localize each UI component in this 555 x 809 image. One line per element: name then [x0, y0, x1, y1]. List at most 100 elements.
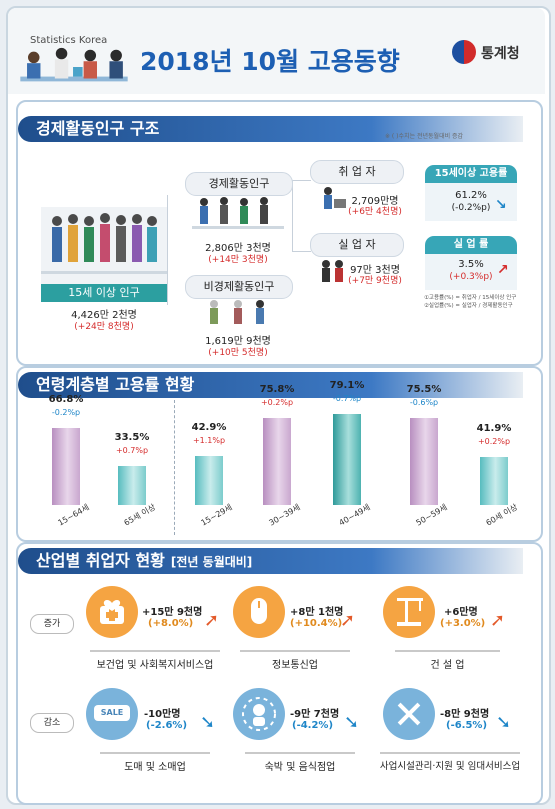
up-arrow-icon: ➚: [204, 610, 220, 631]
active-workers-icon: [192, 197, 284, 229]
construction-pct: (+3.0%): [440, 618, 486, 629]
business-support-pct: (-6.5%): [446, 720, 488, 731]
ict-pct: (+10.4%): [290, 618, 343, 629]
statistics-korea-logo: 통계청: [452, 40, 536, 66]
unemployment-rate-change: (+0.3%p): [449, 272, 493, 282]
age-bar-change: -0.7%p: [332, 394, 362, 404]
divider-line: [395, 650, 500, 652]
sale-tag-text: SALE: [94, 705, 130, 721]
population-change: (+24만 8천명): [74, 322, 134, 332]
business-support-change: -8만 9천명: [440, 709, 490, 720]
employment-rate-box: [425, 183, 517, 221]
population-value: 4,426만 2천명: [71, 310, 137, 321]
age-bar-value: 75.5%: [406, 384, 442, 396]
up-arrow-icon: ➚: [340, 610, 356, 631]
divider-line: [240, 650, 350, 652]
accommodation-pct: (-4.2%): [292, 720, 334, 731]
inactive-population-label: 비경제활동인구: [185, 275, 293, 299]
connector-line: [167, 195, 184, 305]
sale-tag-icon: SALE: [86, 688, 138, 740]
unemployment-rate-label: 실 업 률: [425, 236, 517, 254]
structure-section-title: 경제활동인구 구조: [18, 116, 523, 142]
population-illustration: [41, 207, 167, 284]
age-bar-value: 66.8%: [48, 394, 84, 406]
healthcare-name: 보건업 및 사회복지서비스업: [96, 660, 214, 671]
wholesale-pct: (-2.6%): [146, 720, 188, 731]
age-bar: [52, 428, 80, 505]
inactive-people-icon: [210, 300, 264, 324]
divider-line: [245, 752, 355, 754]
structure-note: ※ ( )수치는 전년동월대비 증감: [385, 133, 464, 140]
population-label: 15세 이상 인구: [41, 284, 167, 302]
accommodation-name: 숙박 및 음식점업: [264, 762, 336, 773]
age-bar: [333, 414, 361, 505]
divider-line: [380, 752, 520, 754]
construction-change: +6만명: [444, 607, 478, 618]
down-arrow-icon: ➘: [496, 712, 512, 733]
employed-change: (+6만 4천명): [348, 207, 402, 217]
age-bar: [118, 466, 146, 505]
divider-line: [100, 752, 210, 754]
ict-name: 정보통신업: [272, 660, 318, 671]
construction-name: 건 설 업: [430, 660, 465, 671]
age-bar: [480, 456, 508, 505]
page-title: 2018년 10월 고용동향: [140, 47, 400, 76]
industry-panel: [16, 542, 543, 805]
healthcare-icon: [86, 586, 138, 638]
employment-rate-label: 15세이상 고용률: [425, 165, 517, 183]
increase-pill: 증가: [30, 614, 74, 634]
age-bar: [410, 418, 438, 505]
healthcare-pct: (+8.0%): [148, 618, 194, 629]
divider-line: [90, 650, 220, 652]
up-arrow-icon: ↗: [497, 262, 509, 278]
down-arrow-icon: ↘: [495, 197, 507, 213]
job-seekers-icon: [322, 260, 343, 282]
tools-icon: [383, 688, 435, 740]
business-support-name: 사업시설관리·지원 및 임대서비스업: [379, 761, 521, 772]
industry-section-title: 산업별 취업자 현황 [전년 동월대비]: [18, 548, 523, 574]
age-bar-change: -0.2%p: [51, 408, 81, 418]
source-label: Statistics Korea: [30, 35, 108, 46]
employment-rate-change: (-0.2%p): [451, 203, 491, 213]
age-bar-value: 75.8%: [259, 383, 295, 395]
active-population-label: 경제활동인구: [185, 172, 293, 196]
unemployed-label: 실 업 자: [310, 233, 404, 257]
healthcare-change: +15만 9천명: [142, 607, 203, 618]
unemployment-rate-box: [425, 254, 517, 290]
age-bar-value: 79.1%: [329, 380, 365, 392]
down-arrow-icon: ➘: [200, 712, 216, 733]
age-section-title: 연령계층별 고용률 현황: [18, 372, 523, 398]
formula-unemployment: ②실업률(%) = 실업자 / 경제활동인구: [424, 303, 513, 309]
active-population-change: (+14만 3천명): [208, 255, 268, 265]
connector-line: [292, 180, 311, 252]
logo-text: 통계청: [481, 46, 520, 62]
age-bar-value: 33.5%: [114, 432, 150, 444]
employed-label: 취 업 자: [310, 160, 404, 184]
industry-subtitle: [전년 동월대비]: [170, 555, 253, 569]
age-bar-change: +0.7%p: [115, 446, 149, 456]
age-bar-value: 42.9%: [191, 421, 227, 433]
decrease-pill: 감소: [30, 713, 74, 733]
hospitality-icon: [233, 688, 285, 740]
employed-value: 2,709만명: [351, 196, 399, 207]
age-bar-change: +1.1%p: [192, 435, 226, 445]
office-workers-illustration: [20, 47, 128, 82]
wholesale-name: 도매 및 소매업: [124, 762, 186, 773]
active-population-value: 2,806만 3천명: [205, 243, 271, 254]
age-bar: [195, 455, 223, 505]
age-bar: [263, 417, 291, 505]
down-arrow-icon: ➘: [344, 712, 360, 733]
unemployment-rate-value: 3.5%: [458, 259, 484, 270]
age-bar-change: -0.6%p: [409, 398, 439, 408]
logo-emblem-icon: [452, 40, 476, 64]
employment-rate-value: 61.2%: [455, 190, 487, 201]
office-worker-icon: [324, 187, 346, 209]
inactive-population-value: 1,619만 9천명: [205, 336, 271, 347]
unemployed-change: (+7만 9천명): [348, 276, 402, 286]
industry-title: 산업별 취업자 현황: [36, 551, 165, 570]
age-group-divider: [174, 400, 175, 535]
age-bar-change: +0.2%p: [260, 397, 294, 407]
ict-change: +8만 1천명: [290, 607, 344, 618]
age-bar-change: +0.2%p: [477, 436, 511, 446]
age-bar-value: 41.9%: [476, 422, 512, 434]
